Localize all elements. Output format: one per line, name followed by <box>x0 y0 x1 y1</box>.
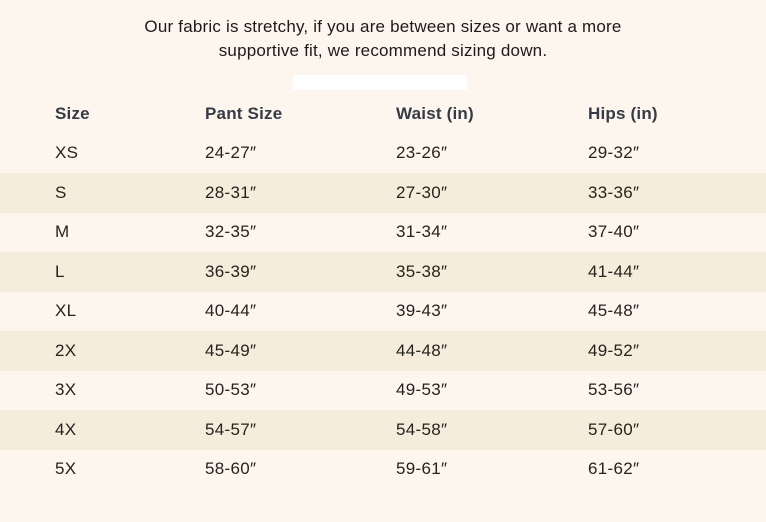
size-cell: 3X <box>55 380 77 400</box>
size-cell: L <box>55 261 65 281</box>
column-header-hips: Hips (in) <box>588 103 658 123</box>
pant-size-cell: 58-60″ <box>205 459 257 479</box>
size-cell: 5X <box>55 459 77 479</box>
waist-cell: 59-61″ <box>396 459 448 479</box>
table-header-row: Size Pant Size Waist (in) Hips (in) <box>0 94 766 134</box>
hips-cell: 57-60″ <box>588 419 640 439</box>
size-cell: M <box>55 222 70 242</box>
pant-size-cell: 50-53″ <box>205 380 257 400</box>
table-row: M 32-35″ 31-34″ 37-40″ <box>0 213 766 253</box>
hips-cell: 61-62″ <box>588 459 640 479</box>
waist-cell: 31-34″ <box>396 222 448 242</box>
fit-note-line-2: supportive fit, we recommend sizing down… <box>218 41 548 60</box>
hips-cell: 33-36″ <box>588 182 640 202</box>
pant-size-cell: 40-44″ <box>205 301 257 321</box>
size-cell: 4X <box>55 419 77 439</box>
table-row: 5X 58-60″ 59-61″ 61-62″ <box>0 450 766 490</box>
table-row: L 36-39″ 35-38″ 41-44″ <box>0 252 766 292</box>
waist-cell: 44-48″ <box>396 340 448 360</box>
hips-cell: 37-40″ <box>588 222 640 242</box>
table-row: 2X 45-49″ 44-48″ 49-52″ <box>0 331 766 371</box>
white-bar <box>293 75 467 90</box>
pant-size-cell: 32-35″ <box>205 222 257 242</box>
hips-cell: 49-52″ <box>588 340 640 360</box>
size-chart-table: Size Pant Size Waist (in) Hips (in) XS 2… <box>0 94 766 489</box>
waist-cell: 35-38″ <box>396 261 448 281</box>
pant-size-cell: 45-49″ <box>205 340 257 360</box>
waist-cell: 54-58″ <box>396 419 448 439</box>
size-cell: XS <box>55 143 79 163</box>
waist-cell: 27-30″ <box>396 182 448 202</box>
column-header-pant-size: Pant Size <box>205 103 283 123</box>
fit-note: Our fabric is stretchy, if you are betwe… <box>0 15 766 63</box>
size-cell: 2X <box>55 340 77 360</box>
hips-cell: 41-44″ <box>588 261 640 281</box>
pant-size-cell: 36-39″ <box>205 261 257 281</box>
hips-cell: 29-32″ <box>588 143 640 163</box>
table-row: XS 24-27″ 23-26″ 29-32″ <box>0 134 766 174</box>
table-row: 3X 50-53″ 49-53″ 53-56″ <box>0 371 766 411</box>
size-cell: S <box>55 182 67 202</box>
pant-size-cell: 54-57″ <box>205 419 257 439</box>
column-header-size: Size <box>55 103 90 123</box>
fit-note-line-1: Our fabric is stretchy, if you are betwe… <box>144 17 622 36</box>
waist-cell: 23-26″ <box>396 143 448 163</box>
table-row: XL 40-44″ 39-43″ 45-48″ <box>0 292 766 332</box>
waist-cell: 39-43″ <box>396 301 448 321</box>
table-row: 4X 54-57″ 54-58″ 57-60″ <box>0 410 766 450</box>
pant-size-cell: 28-31″ <box>205 182 257 202</box>
waist-cell: 49-53″ <box>396 380 448 400</box>
pant-size-cell: 24-27″ <box>205 143 257 163</box>
size-cell: XL <box>55 301 77 321</box>
hips-cell: 53-56″ <box>588 380 640 400</box>
table-row: S 28-31″ 27-30″ 33-36″ <box>0 173 766 213</box>
hips-cell: 45-48″ <box>588 301 640 321</box>
column-header-waist: Waist (in) <box>396 103 474 123</box>
